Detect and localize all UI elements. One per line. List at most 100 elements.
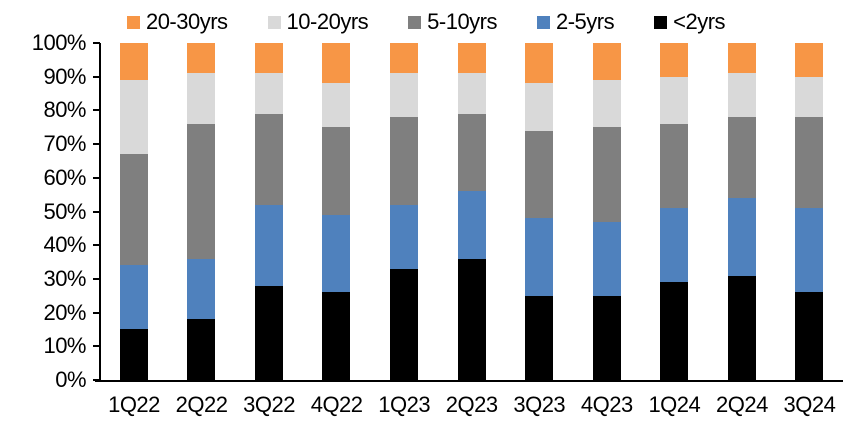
bar-segment-<2yrs xyxy=(795,292,824,380)
bar-segment-20-30yrs xyxy=(795,43,824,77)
y-axis-tick-label: 50% xyxy=(43,198,86,224)
bar-segment-5-10yrs xyxy=(389,117,418,205)
legend-swatch-icon xyxy=(654,15,668,29)
bar-segment-5-10yrs xyxy=(727,117,756,199)
bar-segment-<2yrs xyxy=(254,285,283,380)
bar-segment-<2yrs xyxy=(119,329,148,380)
bar-segment-20-30yrs xyxy=(727,43,756,74)
y-axis-tick-label: 80% xyxy=(43,97,86,123)
bar-segment-5-10yrs xyxy=(795,117,824,209)
y-axis-line xyxy=(99,43,101,382)
legend-item: 2-5yrs xyxy=(537,10,615,34)
legend-label: 5-10yrs xyxy=(427,9,497,34)
legend-label: 10-20yrs xyxy=(286,9,369,34)
bar-segment-<2yrs xyxy=(187,319,216,380)
x-axis-tick-label: 2Q24 xyxy=(715,392,768,417)
y-axis-tick-label: 90% xyxy=(43,63,86,89)
bar-segment-10-20yrs xyxy=(119,80,148,155)
x-axis-tick-label: 4Q22 xyxy=(310,392,363,417)
bar-3Q22 xyxy=(254,43,283,380)
x-axis-tick-label: 3Q23 xyxy=(513,392,566,417)
y-axis-tick xyxy=(93,345,100,348)
y-axis-tick xyxy=(93,75,100,78)
bar-segment-5-10yrs xyxy=(119,154,148,266)
x-axis-tick-label: 2Q23 xyxy=(445,392,498,417)
bar-segment-5-10yrs xyxy=(592,127,621,222)
y-axis-tick xyxy=(93,109,100,112)
y-axis-tick xyxy=(93,277,100,280)
y-axis-tick-label: 40% xyxy=(43,232,86,258)
bar-segment-10-20yrs xyxy=(727,73,756,118)
bar-3Q23 xyxy=(525,43,554,380)
bar-segment-20-30yrs xyxy=(187,43,216,74)
bar-segment-10-20yrs xyxy=(795,76,824,118)
bar-segment-20-30yrs xyxy=(119,43,148,81)
bar-segment-2-5yrs xyxy=(525,218,554,296)
bar-segment-2-5yrs xyxy=(592,221,621,296)
bar-segment-10-20yrs xyxy=(389,73,418,118)
y-axis-tick-label: 20% xyxy=(43,299,86,325)
bar-segment-2-5yrs xyxy=(187,258,216,320)
bar-segment-10-20yrs xyxy=(525,83,554,131)
bar-2Q23 xyxy=(457,43,486,380)
bar-segment-20-30yrs xyxy=(254,43,283,74)
y-axis-tick-label: 60% xyxy=(43,164,86,190)
bar-2Q24 xyxy=(727,43,756,380)
x-axis-tick-label: 1Q23 xyxy=(378,392,431,417)
y-axis-tick xyxy=(93,244,100,247)
x-axis-tick-label: 3Q22 xyxy=(243,392,295,417)
x-axis-tick-label: 2Q22 xyxy=(175,392,228,417)
bar-segment-10-20yrs xyxy=(457,73,486,114)
y-axis-tick xyxy=(93,311,100,314)
bar-segment-20-30yrs xyxy=(322,43,351,84)
legend-label: 20-30yrs xyxy=(145,9,228,34)
bar-3Q24 xyxy=(795,43,824,380)
legend-swatch-icon xyxy=(537,15,550,29)
bar-segment-<2yrs xyxy=(592,295,621,380)
y-axis-tick-label: 0% xyxy=(55,367,86,392)
bar-1Q24 xyxy=(660,43,689,380)
bar-4Q22 xyxy=(322,43,351,380)
y-axis-tick-label: 30% xyxy=(43,265,86,291)
bar-segment-10-20yrs xyxy=(592,80,621,128)
legend-item: 10-20yrs xyxy=(267,9,369,34)
bar-segment-2-5yrs xyxy=(795,208,824,293)
bar-segment-20-30yrs xyxy=(389,43,418,74)
x-axis-tick-label: 1Q22 xyxy=(108,392,160,417)
bar-segment-2-5yrs xyxy=(254,204,283,286)
bar-4Q23 xyxy=(592,43,621,380)
legend-label: <2yrs xyxy=(673,9,726,34)
legend-swatch-icon xyxy=(267,15,281,29)
x-axis-tick-label: 1Q24 xyxy=(648,392,701,417)
bar-segment-10-20yrs xyxy=(254,73,283,114)
bar-segment-2-5yrs xyxy=(119,265,148,330)
y-axis-tick xyxy=(93,210,100,213)
bar-segment-<2yrs xyxy=(525,295,554,380)
bar-segment-2-5yrs xyxy=(660,208,689,283)
bar-segment-20-30yrs xyxy=(525,43,554,84)
bar-segment-<2yrs xyxy=(322,292,351,380)
bar-segment-<2yrs xyxy=(389,268,418,380)
bar-segment-20-30yrs xyxy=(592,43,621,81)
bar-segment-2-5yrs xyxy=(322,214,351,293)
y-axis-tick xyxy=(93,42,100,44)
legend-item: 5-10yrs xyxy=(408,10,497,34)
x-axis-line xyxy=(95,380,843,382)
x-axis-tick-label: 4Q23 xyxy=(580,392,633,417)
legend-item: <2yrs xyxy=(654,9,726,34)
bar-segment-10-20yrs xyxy=(322,83,351,128)
y-axis-tick-label: 70% xyxy=(43,131,86,157)
bar-segment-5-10yrs xyxy=(254,113,283,205)
bar-segment-5-10yrs xyxy=(525,130,554,219)
bar-segment-10-20yrs xyxy=(660,76,689,124)
y-axis-tick-label: 10% xyxy=(43,333,86,359)
bar-segment-10-20yrs xyxy=(187,73,216,124)
x-axis-tick-label: 3Q24 xyxy=(783,392,836,417)
bar-segment-<2yrs xyxy=(660,282,689,380)
bar-1Q22 xyxy=(119,43,148,380)
bar-segment-<2yrs xyxy=(457,258,486,380)
legend-item: 20-30yrs xyxy=(126,9,228,34)
bar-segment-5-10yrs xyxy=(187,123,216,259)
bar-segment-5-10yrs xyxy=(322,127,351,215)
